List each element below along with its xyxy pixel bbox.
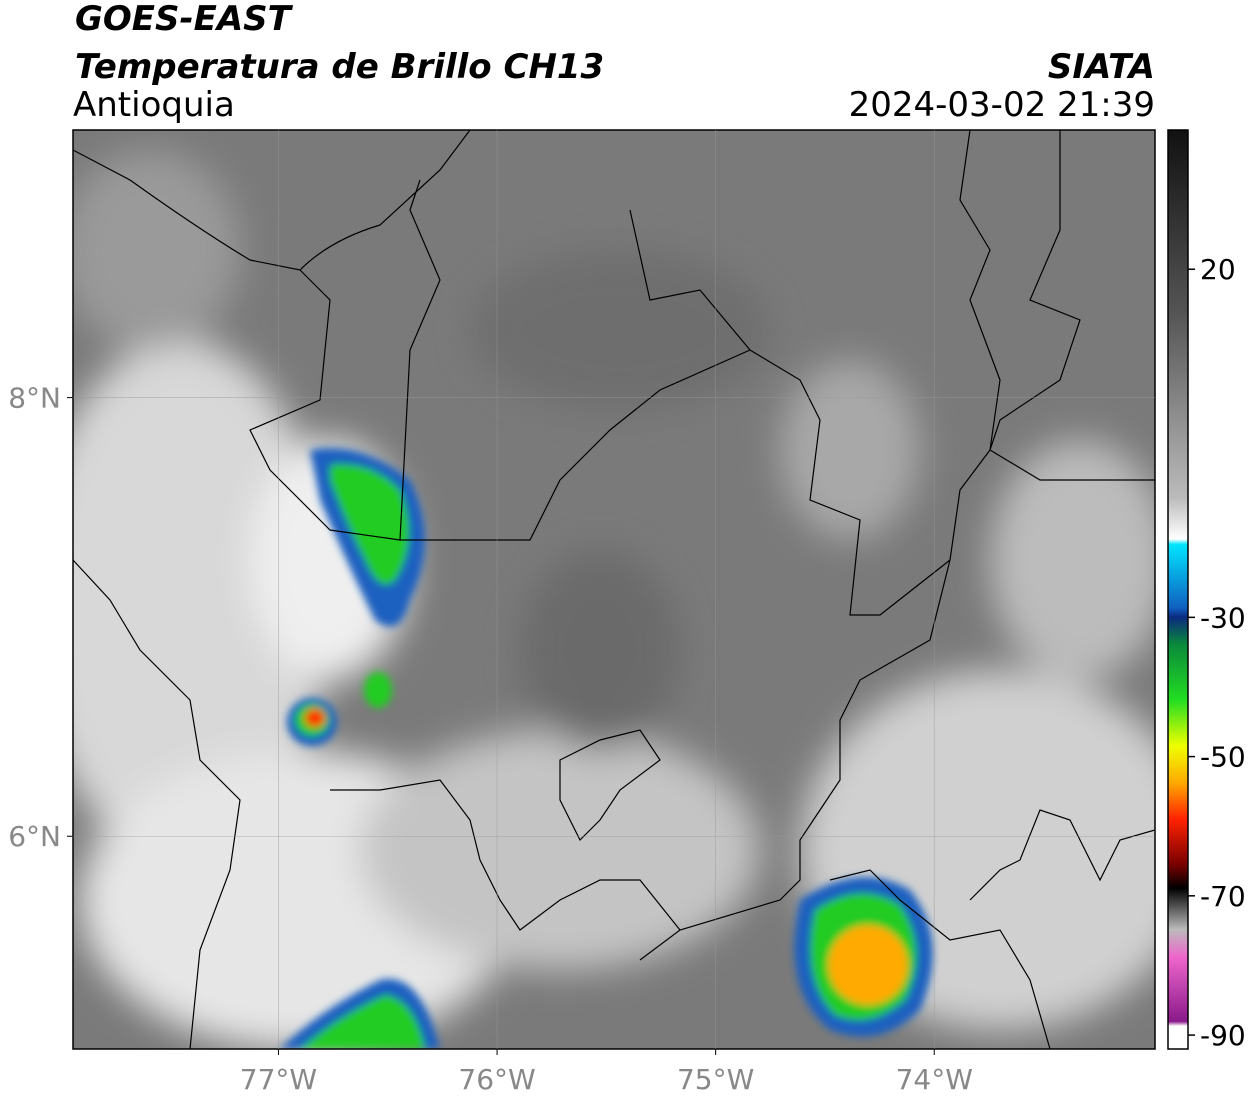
- colorbar-tick-label: -50: [1200, 741, 1246, 774]
- title: GOES-EAST: [75, 0, 294, 39]
- y-tick-label: 8°N: [8, 382, 61, 415]
- colorbar-tick-label: -70: [1200, 880, 1246, 913]
- x-tick-label: 76°W: [458, 1063, 535, 1096]
- region: Antioquia: [73, 85, 235, 125]
- colorbar-tick-label: 20: [1200, 253, 1236, 286]
- colorbar: [1167, 129, 1189, 1050]
- source: SIATA: [1048, 47, 1155, 87]
- map-frame: [72, 129, 1156, 1050]
- colorbar-tick-label: -30: [1200, 601, 1246, 634]
- x-tick-label: 74°W: [896, 1063, 973, 1096]
- x-tick-label: 75°W: [677, 1063, 754, 1096]
- colorbar-tick-label: -90: [1200, 1019, 1246, 1052]
- x-tick-label: 77°W: [240, 1063, 317, 1096]
- subtitle: Temperatura de Brillo CH13: [75, 47, 604, 87]
- y-tick-label: 6°N: [8, 820, 61, 853]
- satellite-image: [73, 130, 1155, 1049]
- datetime: 2024-03-02 21:39: [849, 85, 1155, 125]
